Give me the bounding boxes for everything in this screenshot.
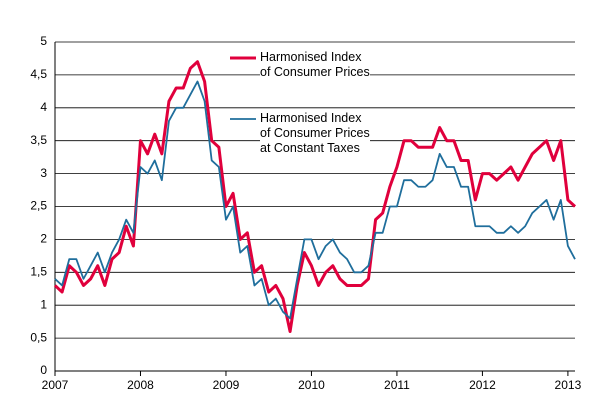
x-tick-label: 2010 <box>298 378 325 392</box>
series-line <box>53 60 577 334</box>
y-tick-label: 3,5 <box>30 133 47 147</box>
legend-label: Harmonised Index of Consumer Prices at C… <box>260 111 370 156</box>
y-tick-label: 4 <box>40 100 47 114</box>
y-tick-label: 3 <box>40 166 47 180</box>
x-tick-label: 2012 <box>469 378 496 392</box>
y-tick-label: 2 <box>40 232 47 246</box>
x-tick-label: 2013 <box>555 378 582 392</box>
legend-label: Harmonised Index of Consumer Prices <box>260 50 370 80</box>
y-tick-label: 5 <box>40 34 47 48</box>
y-tick-label: 4,5 <box>30 67 47 81</box>
x-tick-label: 2009 <box>213 378 240 392</box>
x-tick-label: 2008 <box>127 378 154 392</box>
series-line <box>54 80 576 320</box>
x-tick-label: 2007 <box>42 378 69 392</box>
y-tick-label: 0,5 <box>30 330 47 344</box>
y-tick-label: 2,5 <box>30 199 47 213</box>
y-tick-label: 1,5 <box>30 264 47 278</box>
y-tick-label: 0 <box>40 363 47 377</box>
x-tick-label: 2011 <box>384 378 410 392</box>
y-tick-label: 1 <box>40 297 47 311</box>
